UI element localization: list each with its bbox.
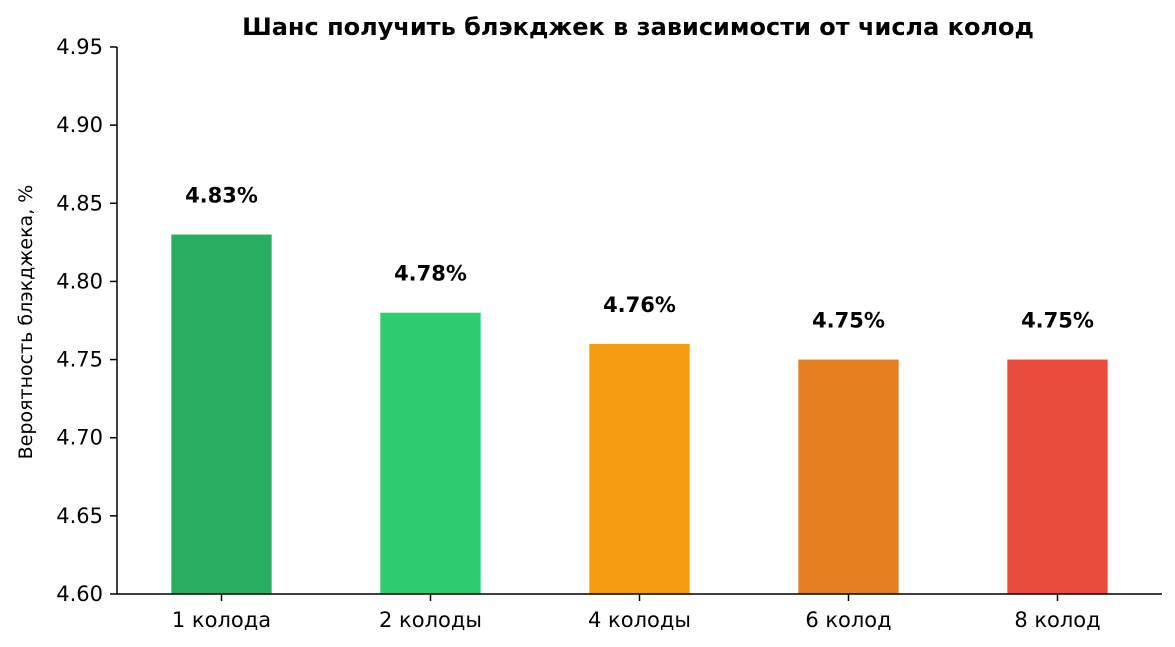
y-tick-label: 4.60 xyxy=(56,582,103,606)
x-tick-label: 2 колоды xyxy=(379,608,482,632)
y-axis-ticks: 4.60 4.65 4.70 4.75 4.80 4.85 4.90 4.95 xyxy=(56,35,117,606)
bar xyxy=(171,234,272,595)
x-tick-label: 4 колоды xyxy=(588,608,691,632)
bar xyxy=(1007,359,1108,594)
bar xyxy=(589,343,690,594)
y-tick-label: 4.75 xyxy=(56,348,103,372)
y-tick-label: 4.70 xyxy=(56,426,103,450)
bar-value-label: 4.75% xyxy=(812,309,885,333)
x-tick-label: 1 колода xyxy=(172,608,271,632)
bar-value-label: 4.76% xyxy=(603,293,676,317)
y-tick-label: 4.85 xyxy=(56,191,103,215)
y-tick-label: 4.95 xyxy=(56,35,103,59)
bar xyxy=(798,359,899,594)
y-axis-label: Вероятность блэкджека, % xyxy=(15,185,37,460)
x-tick-label: 8 колод xyxy=(1014,608,1100,632)
y-tick-label: 4.65 xyxy=(56,504,103,528)
x-tick-label: 6 колод xyxy=(805,608,891,632)
bar-value-label: 4.78% xyxy=(394,262,467,286)
x-axis-ticks: 1 колода 2 колоды 4 колоды 6 колод 8 колод xyxy=(172,594,1101,632)
y-tick-label: 4.90 xyxy=(56,113,103,137)
bar xyxy=(380,312,481,594)
bar-value-label: 4.83% xyxy=(185,184,258,208)
data-labels: 4.83% 4.78% 4.76% 4.75% 4.75% xyxy=(185,184,1094,333)
bar-value-label: 4.75% xyxy=(1021,309,1094,333)
bars xyxy=(171,234,1108,595)
y-tick-label: 4.80 xyxy=(56,269,103,293)
chart-title: Шанс получить блэкджек в зависимости от … xyxy=(242,13,1034,41)
